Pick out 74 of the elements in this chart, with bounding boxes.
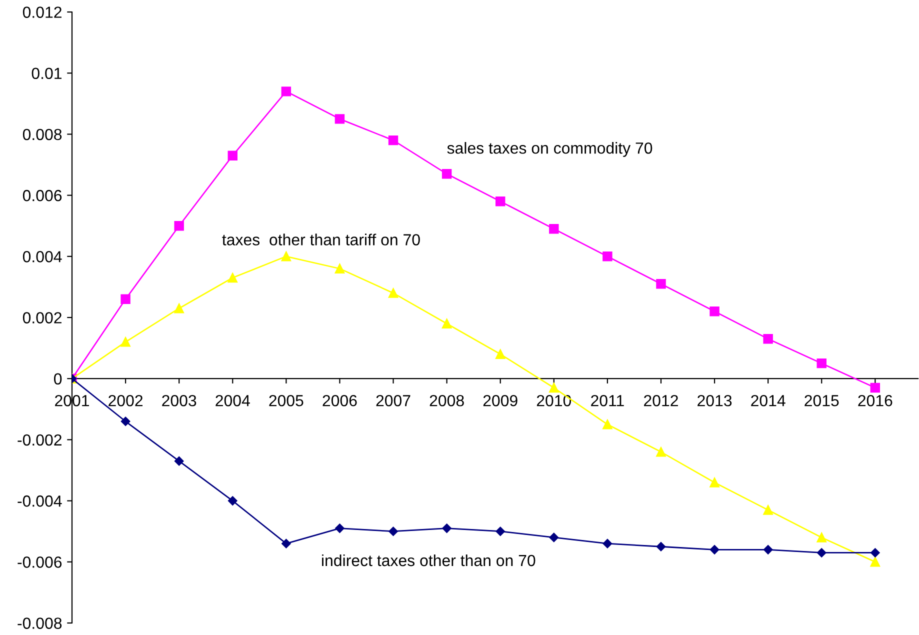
y-tick-label: 0.002 <box>22 312 62 324</box>
point <box>120 337 130 347</box>
point <box>388 135 398 146</box>
x-tick-label: 2008 <box>430 394 464 406</box>
x-tick-label: 2013 <box>698 394 732 406</box>
x-tick-label: 2003 <box>162 394 196 406</box>
point <box>816 358 826 368</box>
point <box>763 505 773 515</box>
y-tick-label: -0.006 <box>18 556 62 568</box>
point <box>763 545 773 554</box>
point <box>228 496 238 506</box>
point <box>334 264 345 274</box>
x-tick-label: 2009 <box>483 394 518 406</box>
series-label: indirect taxes other than on 70 <box>322 554 536 566</box>
point <box>228 272 238 283</box>
point <box>816 548 826 558</box>
x-tick-label: 2011 <box>591 394 624 406</box>
point <box>442 524 452 533</box>
y-tick-label: 0.01 <box>32 68 62 80</box>
x-tick-label: 2004 <box>216 394 250 406</box>
y-tick-label: 0.006 <box>22 190 62 202</box>
point <box>120 416 130 426</box>
point <box>870 557 880 567</box>
point <box>549 382 559 393</box>
y-tick-label: 0.008 <box>22 128 62 140</box>
point <box>388 526 398 536</box>
point <box>282 538 291 548</box>
point <box>710 545 720 554</box>
point <box>334 114 345 124</box>
point <box>870 548 880 558</box>
point <box>602 252 612 262</box>
point <box>120 294 130 304</box>
point <box>281 86 292 96</box>
x-tick-label: 2010 <box>536 394 572 406</box>
point <box>602 538 612 548</box>
point <box>763 334 773 344</box>
point <box>388 288 398 298</box>
x-tick-label: 2015 <box>804 394 839 406</box>
point <box>174 220 184 231</box>
y-tick-label: 0 <box>54 373 62 385</box>
y-tick-label: 0.012 <box>22 6 62 18</box>
series-label: sales taxes on commodity 70 <box>447 142 652 157</box>
point <box>281 252 292 262</box>
x-tick-label: 2005 <box>269 394 304 406</box>
point <box>495 349 506 360</box>
y-tick-label: -0.002 <box>18 434 62 446</box>
x-tick-label: 2014 <box>751 394 786 406</box>
point <box>870 382 880 393</box>
point <box>228 150 238 160</box>
point <box>335 524 344 533</box>
point <box>549 224 559 234</box>
series-label: taxes other than tariff on 70 <box>222 234 420 246</box>
point <box>710 306 720 316</box>
y-tick-label: 0.004 <box>22 251 62 262</box>
point <box>602 420 612 430</box>
point <box>656 542 666 552</box>
y-tick-label: -0.004 <box>18 495 62 507</box>
point <box>442 318 452 328</box>
point <box>710 478 720 488</box>
x-tick-label: 2016 <box>858 394 892 406</box>
x-tick-label: 2007 <box>376 394 410 406</box>
point <box>442 169 452 179</box>
x-tick-label: 2012 <box>644 394 678 406</box>
x-tick-label: 2006 <box>322 394 357 406</box>
y-tick-label: -0.008 <box>18 618 62 629</box>
point <box>174 303 184 314</box>
point <box>496 526 505 536</box>
point <box>495 196 506 206</box>
point <box>549 532 559 542</box>
point <box>174 456 184 466</box>
point <box>656 279 666 289</box>
point <box>816 532 826 542</box>
x-tick-label: 2002 <box>108 394 143 406</box>
point <box>656 447 666 457</box>
